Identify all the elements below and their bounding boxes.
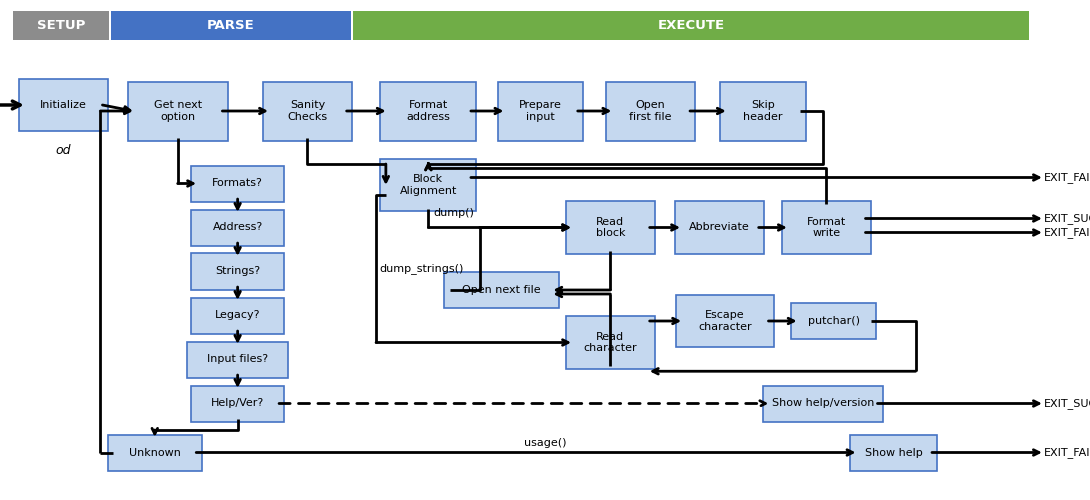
Text: EXIT_FAILURE: EXIT_FAILURE [1044, 227, 1090, 238]
Text: putchar(): putchar() [808, 316, 860, 326]
Text: od: od [56, 144, 71, 156]
Text: Formats?: Formats? [213, 178, 263, 188]
FancyBboxPatch shape [263, 82, 352, 140]
FancyBboxPatch shape [445, 272, 559, 308]
FancyBboxPatch shape [380, 159, 476, 211]
FancyBboxPatch shape [606, 82, 695, 140]
FancyBboxPatch shape [128, 82, 228, 140]
FancyBboxPatch shape [353, 11, 1029, 40]
Text: Open next file: Open next file [462, 285, 541, 295]
Text: EXIT_SUCCESS: EXIT_SUCCESS [1044, 398, 1090, 409]
FancyBboxPatch shape [782, 201, 871, 254]
FancyBboxPatch shape [791, 303, 876, 339]
Text: Read
character: Read character [583, 332, 638, 353]
Text: Skip
header: Skip header [743, 100, 783, 122]
FancyBboxPatch shape [191, 166, 284, 202]
Text: usage(): usage() [524, 438, 566, 448]
Text: Escape
character: Escape character [698, 310, 752, 332]
FancyBboxPatch shape [763, 386, 883, 422]
FancyBboxPatch shape [191, 210, 284, 246]
Text: Help/Ver?: Help/Ver? [211, 398, 264, 408]
Text: Show help: Show help [865, 448, 922, 458]
Text: PARSE: PARSE [207, 19, 255, 32]
FancyBboxPatch shape [676, 294, 774, 347]
Text: Input files?: Input files? [207, 354, 268, 364]
FancyBboxPatch shape [720, 82, 806, 140]
Text: Open
first file: Open first file [630, 100, 671, 122]
Text: EXIT_SUCCESS: EXIT_SUCCESS [1044, 213, 1090, 224]
Text: Address?: Address? [213, 222, 263, 232]
Text: EXIT_FAILURE: EXIT_FAILURE [1044, 172, 1090, 183]
Text: Initialize: Initialize [39, 100, 87, 110]
FancyBboxPatch shape [13, 11, 109, 40]
FancyBboxPatch shape [111, 11, 351, 40]
Text: Read
block: Read block [595, 216, 626, 238]
FancyBboxPatch shape [675, 201, 764, 254]
Text: dump_strings(): dump_strings() [379, 264, 463, 274]
FancyBboxPatch shape [19, 78, 108, 131]
FancyBboxPatch shape [108, 434, 202, 470]
Text: EXIT_FAILURE: EXIT_FAILURE [1044, 447, 1090, 458]
FancyBboxPatch shape [498, 82, 583, 140]
FancyBboxPatch shape [187, 342, 288, 378]
FancyBboxPatch shape [566, 316, 655, 369]
Text: dump(): dump() [434, 208, 475, 218]
Text: EXECUTE: EXECUTE [657, 19, 725, 32]
Text: Format
write: Format write [807, 216, 846, 238]
Text: Unknown: Unknown [129, 448, 181, 458]
FancyBboxPatch shape [566, 201, 655, 254]
FancyBboxPatch shape [191, 386, 284, 422]
Text: Format
address: Format address [407, 100, 450, 122]
Text: Get next
option: Get next option [154, 100, 202, 122]
Text: Abbreviate: Abbreviate [689, 222, 750, 232]
Text: Legacy?: Legacy? [215, 310, 261, 320]
FancyBboxPatch shape [850, 434, 937, 470]
Text: Prepare
input: Prepare input [519, 100, 562, 122]
Text: Sanity
Checks: Sanity Checks [288, 100, 327, 122]
Text: Strings?: Strings? [215, 266, 261, 276]
FancyBboxPatch shape [191, 254, 284, 290]
Text: Show help/version: Show help/version [772, 398, 874, 408]
Text: Block
Alignment: Block Alignment [400, 174, 457, 196]
FancyBboxPatch shape [191, 298, 284, 334]
Text: SETUP: SETUP [37, 19, 85, 32]
FancyBboxPatch shape [380, 82, 476, 140]
